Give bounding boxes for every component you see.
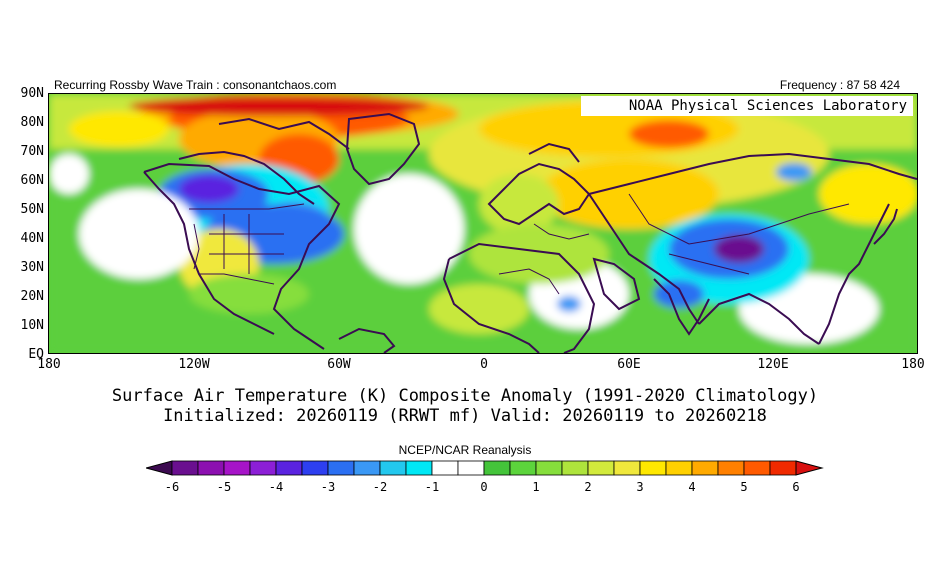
colorbar-swatch [327, 460, 355, 476]
anomaly-map-svg [49, 94, 917, 353]
colorbar-tick-label: 5 [740, 480, 748, 494]
colorbar-tick-label: 6 [792, 480, 800, 494]
figure-title-line-1: Surface Air Temperature (K) Composite An… [111, 386, 819, 406]
lab-label: NOAA Physical Sciences Laboratory [580, 96, 913, 116]
colorbar-swatch [197, 460, 225, 476]
colorbar-swatch [483, 460, 511, 476]
x-tick-180w: 180 [37, 357, 61, 372]
x-tick-60e: 60E [617, 357, 641, 372]
x-tick-180e: 180 [901, 357, 925, 372]
colorbar-swatch [535, 460, 563, 476]
colorbar-swatch [639, 460, 667, 476]
colorbar-title: NCEP/NCAR Reanalysis [398, 443, 532, 457]
x-tick-120w: 120W [178, 357, 210, 372]
anomaly-shading [49, 94, 917, 353]
colorbar-tick-label: -3 [320, 480, 336, 494]
colorbar-tick-label: 2 [584, 480, 592, 494]
figure-title-line-2: Initialized: 20260119 (RRWT mf) Valid: 2… [163, 406, 767, 426]
colorbar-tick-label: -6 [164, 480, 180, 494]
colorbar-swatch [171, 460, 199, 476]
colorbar-swatch [431, 460, 459, 476]
colorbar-tick-label: -1 [424, 480, 440, 494]
colorbar-swatch [275, 460, 303, 476]
y-tick-20n: 20N [20, 289, 44, 304]
coastlines [143, 112, 917, 353]
colorbar-swatch [379, 460, 407, 476]
x-tick-60w: 60W [327, 357, 351, 372]
colorbar-swatch [249, 460, 277, 476]
y-tick-30n: 30N [20, 260, 44, 275]
colorbar-swatch [691, 460, 719, 476]
colorbar-tick-label: -4 [268, 480, 284, 494]
colorbar-swatch [587, 460, 615, 476]
colorbar-swatch [665, 460, 693, 476]
colorbar-swatch [405, 460, 433, 476]
anomaly-map: NOAA Physical Sciences Laboratory [48, 93, 918, 354]
y-tick-70n: 70N [20, 144, 44, 159]
colorbar-tick-label: 3 [636, 480, 644, 494]
colorbar-tick-label: 1 [532, 480, 540, 494]
colorbar [146, 460, 824, 476]
header-left-text: Recurring Rossby Wave Train : consonantc… [54, 78, 337, 92]
colorbar-tick-label: -2 [372, 480, 388, 494]
colorbar-swatch [301, 460, 329, 476]
colorbar-swatch [457, 460, 485, 476]
colorbar-swatch [613, 460, 641, 476]
colorbar-tick-label: -5 [216, 480, 232, 494]
colorbar-swatch [561, 460, 589, 476]
y-tick-90n: 90N [20, 86, 44, 101]
colorbar-arrow-left [146, 460, 173, 476]
x-tick-120e: 120E [757, 357, 789, 372]
colorbar-swatch [769, 460, 797, 476]
x-tick-0: 0 [480, 357, 488, 372]
header-frequency-text: Frequency : 87 58 424 [779, 78, 900, 92]
y-tick-60n: 60N [20, 173, 44, 188]
colorbar-tick-label: 4 [688, 480, 696, 494]
y-tick-10n: 10N [20, 318, 44, 333]
colorbar-swatch [743, 460, 771, 476]
colorbar-swatch [353, 460, 381, 476]
colorbar-tick-label: 0 [480, 480, 488, 494]
y-tick-50n: 50N [20, 202, 44, 217]
y-tick-40n: 40N [20, 231, 44, 246]
colorbar-arrow-right [795, 460, 824, 476]
country-borders [189, 193, 850, 295]
colorbar-swatch [223, 460, 251, 476]
y-tick-80n: 80N [20, 115, 44, 130]
colorbar-swatch [509, 460, 537, 476]
y-tick-eq: EQ [28, 347, 44, 362]
colorbar-swatch [717, 460, 745, 476]
